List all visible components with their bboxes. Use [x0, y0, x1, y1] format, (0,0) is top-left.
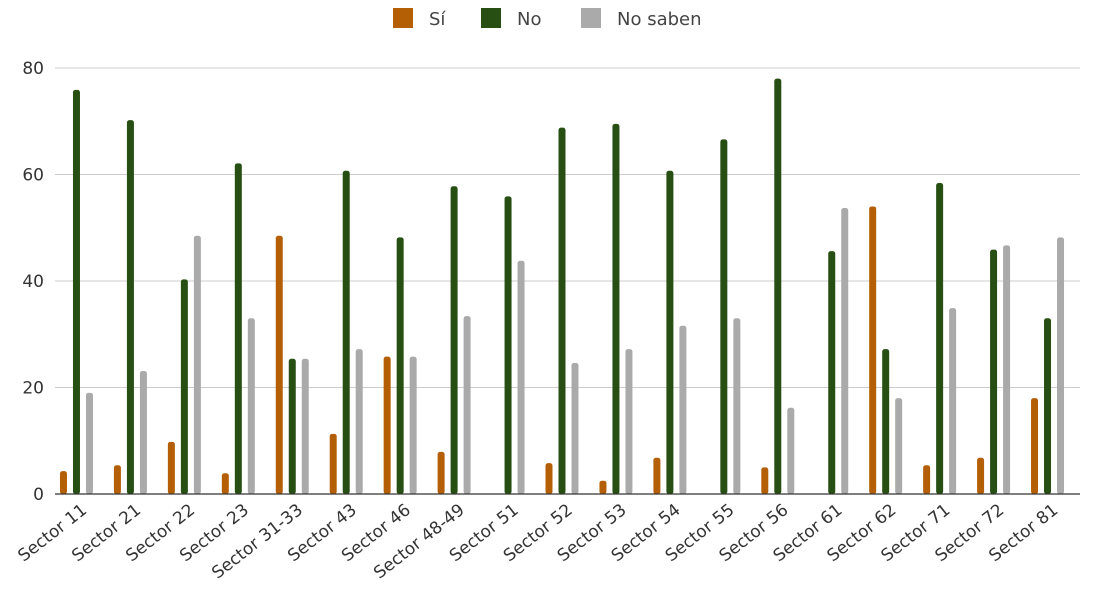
bar — [288, 358, 296, 494]
bar — [329, 433, 337, 494]
bar — [936, 183, 944, 494]
bar — [167, 441, 175, 494]
bar — [679, 325, 687, 494]
bar — [450, 186, 458, 494]
bar — [774, 78, 782, 495]
bar — [545, 463, 553, 494]
bar — [558, 127, 566, 494]
bar — [1044, 318, 1052, 494]
bar — [396, 237, 404, 494]
bars — [59, 78, 1065, 495]
bar — [180, 279, 188, 494]
bar — [625, 349, 633, 494]
bar — [59, 471, 67, 494]
bar — [882, 349, 890, 494]
bar — [409, 356, 417, 494]
bar — [72, 89, 80, 495]
bar — [463, 316, 471, 494]
bar — [990, 249, 998, 494]
bar — [869, 206, 877, 494]
bar — [85, 392, 93, 494]
bar — [139, 370, 147, 494]
bar — [761, 467, 769, 494]
gridlines — [55, 67, 1080, 388]
bar — [234, 163, 242, 494]
bar — [666, 170, 674, 494]
series-no-saben — [85, 208, 1065, 495]
legend-item: No saben — [581, 8, 702, 30]
y-tick-label: 60 — [22, 166, 44, 186]
series-no — [72, 78, 1052, 495]
bar — [599, 480, 607, 494]
legend-label: No saben — [617, 9, 702, 30]
bar — [895, 398, 903, 494]
legend-item: No — [481, 8, 541, 30]
bar — [1003, 245, 1011, 494]
bar — [612, 123, 620, 494]
bar — [949, 308, 957, 494]
legend-label: No — [517, 9, 541, 30]
bar — [383, 356, 391, 494]
bar — [720, 139, 728, 495]
bar — [828, 251, 836, 494]
bar — [1057, 237, 1065, 494]
y-tick-label: 20 — [22, 379, 44, 399]
y-axis-ticks: 0 20 40 60 80 — [22, 59, 44, 505]
bar — [504, 196, 512, 494]
bar — [437, 451, 445, 494]
legend-swatch — [393, 8, 413, 28]
bar — [653, 457, 661, 494]
bar — [221, 473, 229, 494]
bar — [247, 318, 255, 494]
bar — [977, 457, 985, 494]
bar — [923, 465, 931, 494]
bar — [1031, 398, 1039, 494]
bar — [342, 170, 350, 494]
bar — [355, 349, 363, 494]
y-tick-label: 80 — [22, 59, 44, 79]
legend-swatch — [581, 8, 601, 28]
bar — [301, 358, 309, 494]
legend-swatch — [481, 8, 501, 28]
bar — [787, 407, 795, 494]
bar — [571, 363, 579, 494]
legend-label: Sí — [429, 9, 446, 30]
y-tick-label: 0 — [33, 485, 44, 505]
bar — [126, 120, 134, 494]
bar — [733, 318, 741, 494]
series-sí — [59, 206, 1039, 495]
bar — [193, 235, 201, 495]
legend: Sí No No saben — [393, 8, 702, 30]
bar — [275, 235, 283, 495]
bar — [517, 260, 525, 494]
legend-item: Sí — [393, 8, 446, 30]
bar — [841, 208, 849, 495]
bar — [113, 465, 121, 494]
y-tick-label: 40 — [22, 272, 44, 292]
